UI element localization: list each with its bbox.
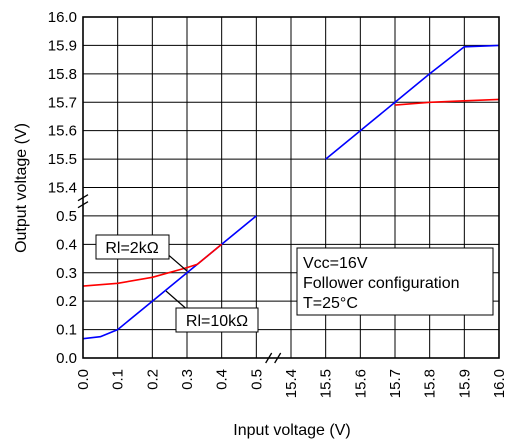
x-tick-label: 15.6	[352, 369, 369, 398]
x-tick-label: 16.0	[491, 369, 507, 398]
conditions-box: Vcc=16V Follower configuration T=25°C	[296, 247, 494, 316]
y-tick-label: 15.6	[48, 123, 77, 140]
condition-temp: T=25°C	[303, 295, 358, 312]
x-tick-label: 0.0	[75, 369, 92, 390]
x-tick-label: 0.1	[110, 369, 127, 390]
x-tick-label: 0.2	[144, 369, 161, 390]
y-tick-label: 0.5	[56, 208, 77, 225]
condition-vcc: Vcc=16V	[303, 255, 368, 272]
y-tick-label: 15.5	[48, 151, 77, 168]
x-tick-label: 15.7	[387, 369, 404, 398]
x-tick-label: 0.3	[179, 369, 196, 390]
series-layer	[82, 44, 500, 340]
label-rl-10k: Rl=10kΩ	[165, 290, 259, 333]
series-line-0	[325, 44, 500, 160]
y-tick-label: 15.4	[48, 180, 77, 197]
y-tick-label: 0.4	[56, 236, 77, 253]
y-tick-label: 0.1	[56, 322, 77, 339]
condition-config: Follower configuration	[303, 275, 460, 292]
label-rl-2k: Rl=2kΩ	[95, 234, 188, 272]
label-text-rl-2k: Rl=2kΩ	[105, 240, 158, 257]
x-tick-labels: 0.0 0.1 0.2 0.3 0.4 0.5 15.4 15.5 15.6 15.7 15.8 15…	[75, 369, 507, 398]
y-break-gap	[81, 196, 87, 207]
y-tick-label: 0.0	[56, 350, 77, 367]
y-tick-label: 15.7	[48, 94, 77, 111]
label-box-rl-10k	[175, 307, 259, 333]
x-tick-label: 15.4	[283, 369, 300, 398]
label-text-rl-10k: Rl=10kΩ	[186, 313, 248, 330]
x-tick-label: 15.5	[318, 369, 335, 398]
y-axis-title: Output voltage (V)	[13, 123, 30, 253]
y-tick-label: 0.2	[56, 293, 77, 310]
series-line-1	[82, 243, 223, 287]
x-tick-label: 15.9	[456, 369, 473, 398]
x-axis-title: Input voltage (V)	[233, 422, 350, 439]
y-tick-label: 15.8	[48, 66, 77, 83]
y-tick-label: 16.0	[48, 9, 77, 26]
x-tick-label: 0.4	[214, 369, 231, 390]
conditions-frame	[296, 247, 494, 316]
plot-frame	[82, 16, 500, 359]
y-tick-label: 0.3	[56, 265, 77, 282]
x-tick-label: 0.5	[248, 369, 265, 390]
label-box-rl-2k	[95, 234, 170, 260]
y-tick-label: 15.9	[48, 37, 77, 54]
series-line-1	[394, 98, 500, 106]
x-tick-label: 15.8	[422, 369, 439, 398]
y-tick-labels: 0.0 0.1 0.2 0.3 0.4 0.5 15.4 15.5 15.6 15.7 15.8 15…	[48, 9, 77, 367]
